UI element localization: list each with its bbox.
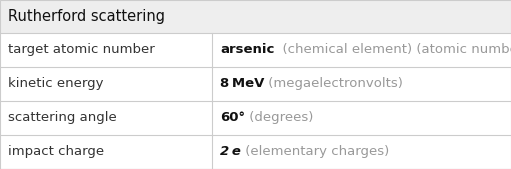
Text: (elementary charges): (elementary charges) xyxy=(241,146,389,159)
Bar xyxy=(0,67,511,101)
Text: impact charge: impact charge xyxy=(8,146,104,159)
Text: 2 e: 2 e xyxy=(220,146,241,159)
Bar xyxy=(0,33,511,67)
Text: 60°: 60° xyxy=(220,112,245,125)
Text: (megaelectronvolts): (megaelectronvolts) xyxy=(264,77,403,90)
Text: scattering angle: scattering angle xyxy=(8,112,117,125)
Text: (chemical element) (atomic number):: (chemical element) (atomic number): xyxy=(274,43,511,56)
Text: Rutherford scattering: Rutherford scattering xyxy=(8,9,165,24)
Bar xyxy=(0,0,511,33)
Text: kinetic energy: kinetic energy xyxy=(8,77,104,90)
Bar xyxy=(0,101,511,135)
Text: 8 MeV: 8 MeV xyxy=(220,77,264,90)
Bar xyxy=(0,135,511,169)
Text: target atomic number: target atomic number xyxy=(8,43,155,56)
Text: (degrees): (degrees) xyxy=(245,112,313,125)
Text: arsenic: arsenic xyxy=(220,43,274,56)
